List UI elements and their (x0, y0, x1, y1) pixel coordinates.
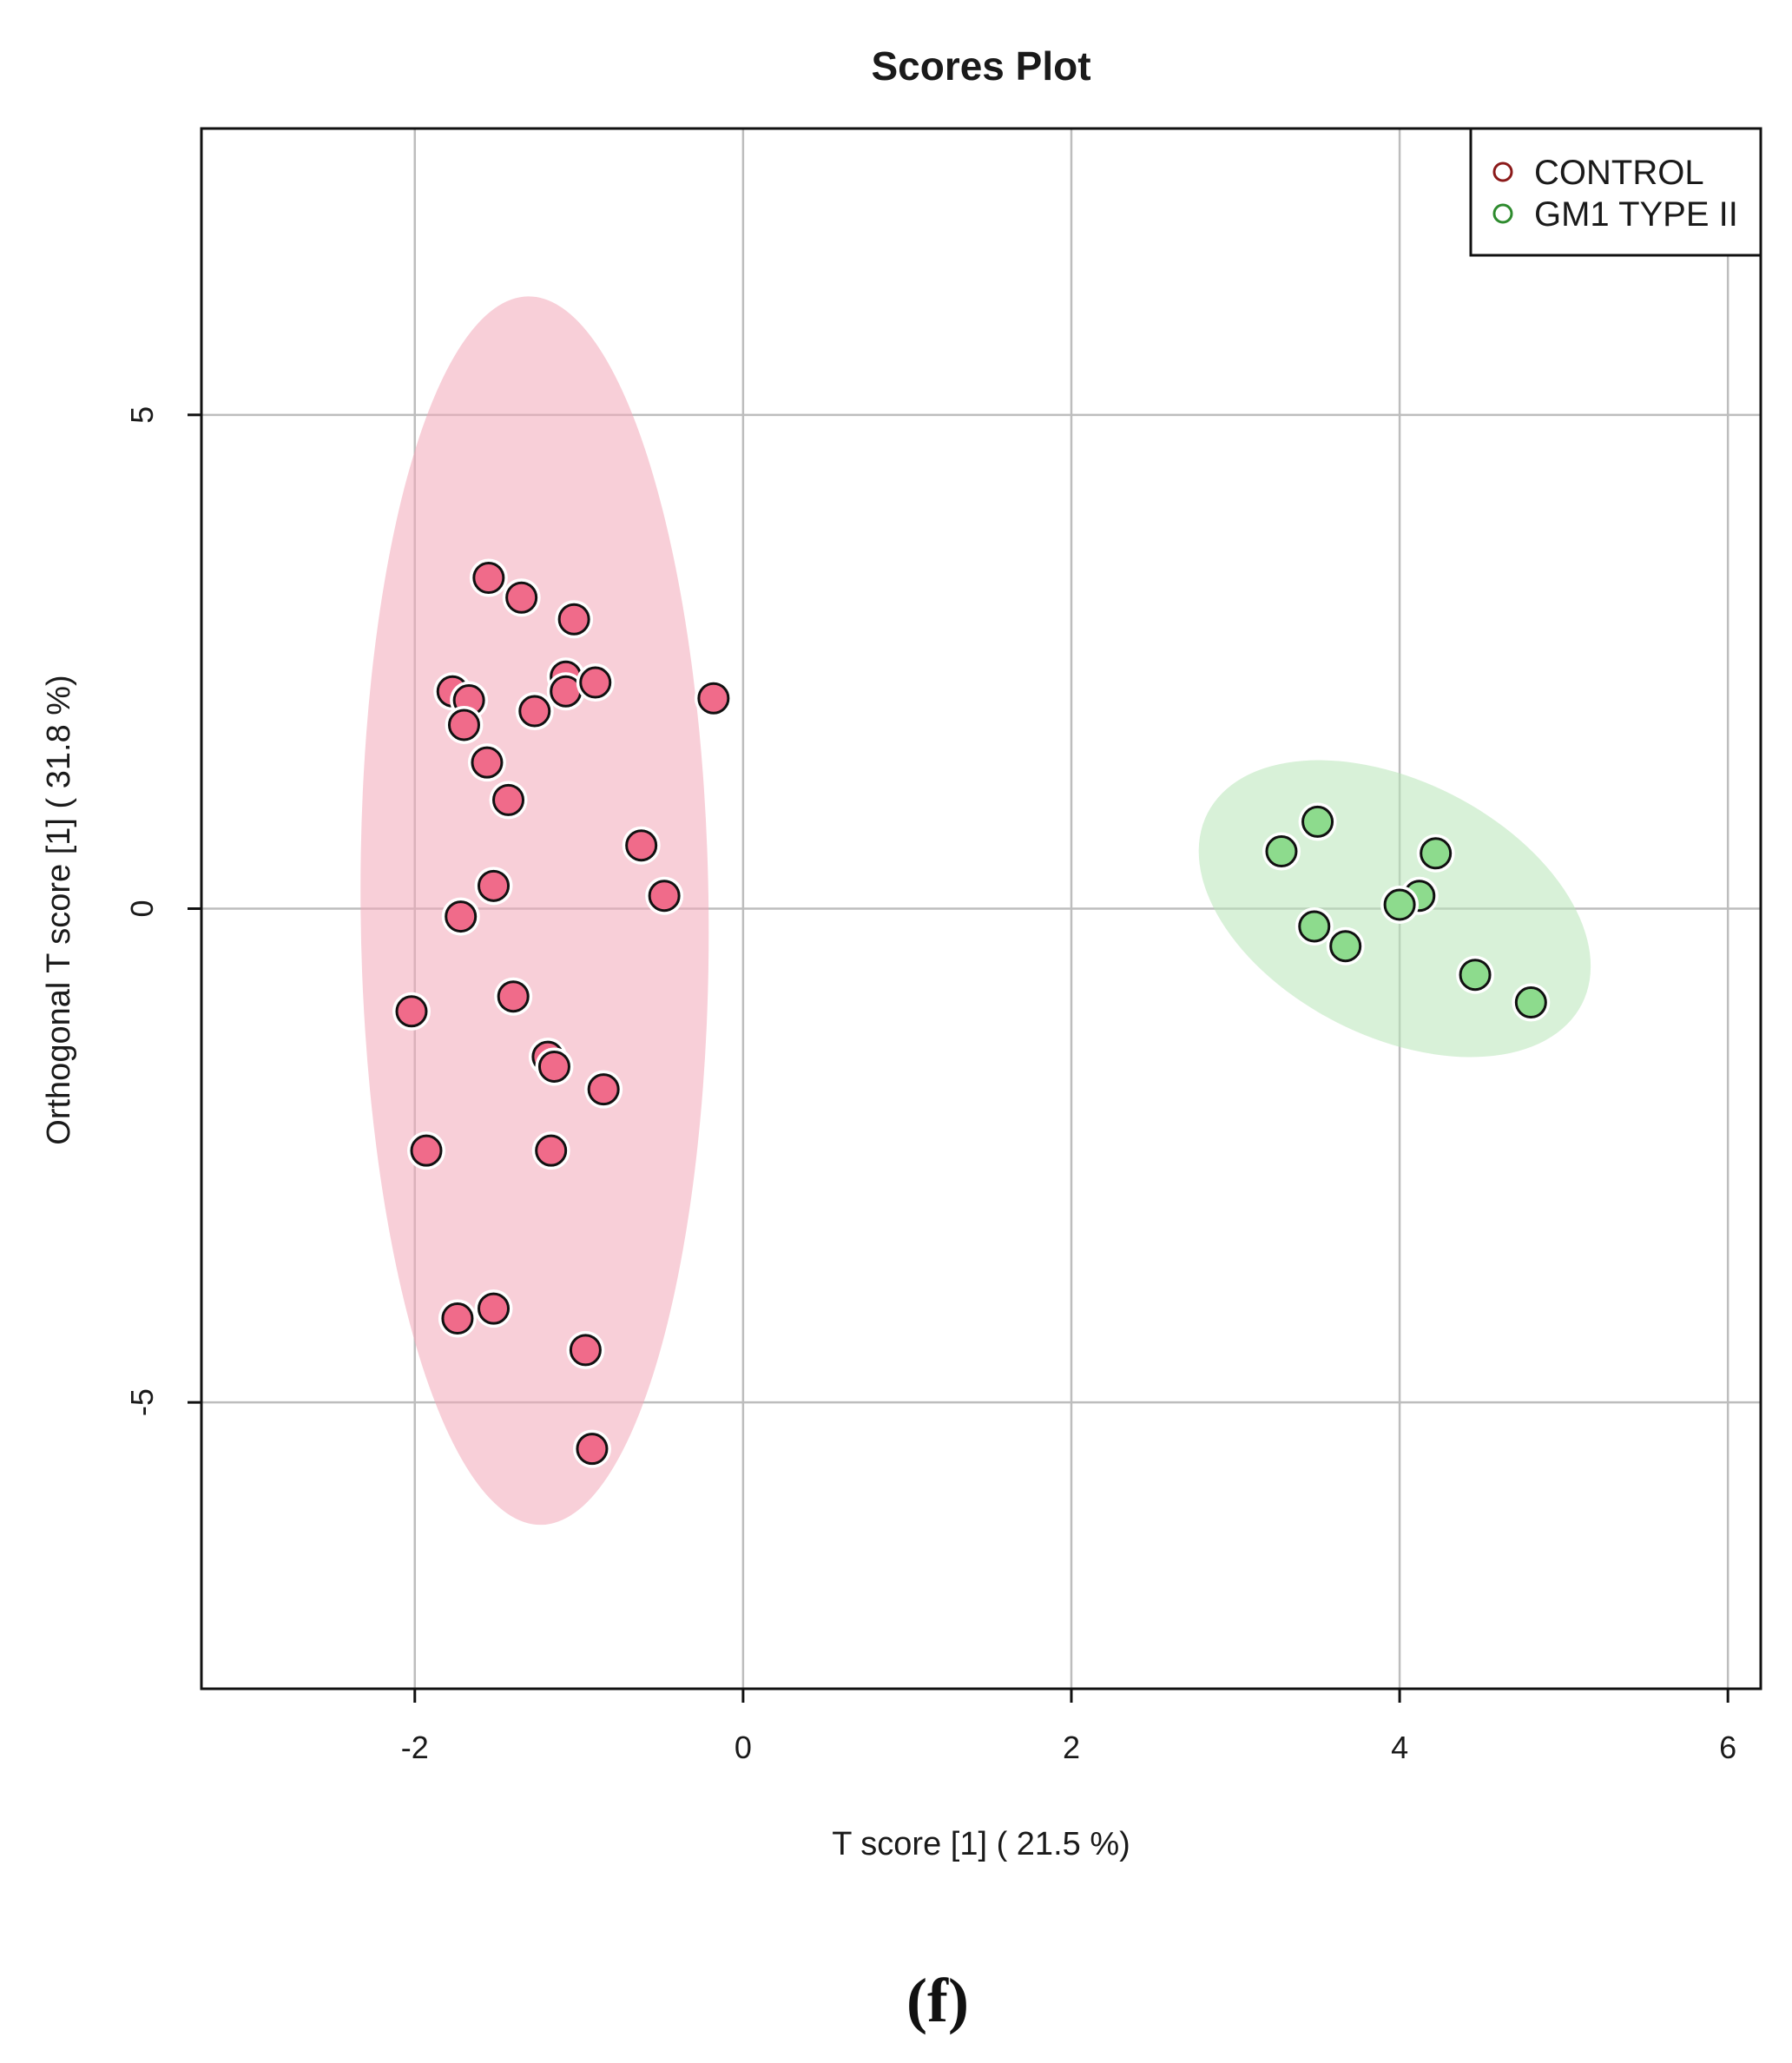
point-marker (625, 829, 658, 862)
legend-label-control: CONTROL (1534, 154, 1704, 192)
point-marker (697, 682, 730, 715)
point-control-21 (584, 1070, 623, 1109)
point-marker (441, 1302, 474, 1335)
y-axis-ticks: -5 0 5 (124, 406, 201, 1416)
point-marker (410, 1134, 443, 1167)
point-gm1-type-ii-2 (1416, 834, 1455, 873)
point-control-1 (502, 578, 541, 617)
point-marker (518, 695, 551, 728)
legend: CONTROL GM1 TYPE II (1469, 127, 1762, 257)
point-control-9 (515, 692, 554, 731)
point-control-22 (407, 1131, 446, 1170)
y-tick-label-0: -5 (124, 1388, 160, 1416)
point-control-10 (694, 679, 733, 718)
legend-box (1469, 127, 1762, 257)
point-marker (537, 1050, 570, 1083)
point-gm1-type-ii-7 (1456, 955, 1495, 994)
x-tick-label-0: -2 (401, 1730, 429, 1765)
point-marker (557, 603, 590, 636)
x-axis-ticks: -2 0 2 4 6 (401, 1689, 1736, 1765)
point-gm1-type-ii-8 (1512, 983, 1551, 1022)
point-marker (1514, 986, 1547, 1019)
point-gm1-type-ii-4 (1380, 885, 1420, 924)
point-marker (579, 666, 612, 699)
point-marker (478, 1292, 511, 1325)
point-control-25 (474, 1289, 513, 1328)
point-control-0 (469, 558, 508, 597)
point-marker (1265, 835, 1298, 868)
y-axis-label: Orthogonal T score [1] ( 31.8 %) (41, 675, 77, 1144)
point-marker (569, 1334, 602, 1367)
point-marker (535, 1134, 568, 1167)
x-axis-label: T score [1] ( 21.5 %) (832, 1826, 1130, 1862)
point-marker (587, 1073, 620, 1106)
point-marker (492, 783, 525, 816)
legend-label-gm1-type-ii: GM1 TYPE II (1534, 195, 1738, 234)
point-control-18 (494, 977, 533, 1016)
chart-title: Scores Plot (871, 43, 1090, 89)
point-marker (648, 880, 681, 913)
point-gm1-type-ii-1 (1298, 802, 1337, 841)
point-control-15 (474, 867, 513, 906)
point-control-24 (438, 1299, 477, 1338)
point-control-12 (489, 781, 528, 820)
point-control-27 (572, 1429, 611, 1468)
point-control-14 (645, 876, 684, 915)
point-marker (1420, 837, 1453, 870)
point-marker (478, 869, 511, 902)
point-marker (395, 995, 428, 1028)
point-control-13 (622, 826, 661, 865)
point-control-8 (576, 663, 615, 702)
point-marker (1383, 888, 1416, 921)
point-marker (1459, 959, 1492, 992)
point-marker (472, 561, 505, 594)
legend-marker-gm1-type-ii (1492, 203, 1513, 224)
data-points (392, 558, 1551, 1468)
point-control-17 (392, 992, 431, 1031)
point-control-26 (566, 1330, 605, 1369)
x-tick-label-4: 6 (1719, 1730, 1736, 1765)
point-marker (471, 746, 504, 779)
point-marker (497, 980, 530, 1013)
point-marker (1301, 805, 1334, 838)
point-control-20 (535, 1047, 574, 1086)
y-tick-label-2: 5 (124, 406, 160, 424)
confidence-ellipses (360, 296, 1591, 1526)
x-tick-label-1: 0 (735, 1730, 752, 1765)
x-tick-label-3: 4 (1391, 1730, 1408, 1765)
point-gm1-type-ii-0 (1262, 832, 1301, 871)
x-tick-label-2: 2 (1063, 1730, 1080, 1765)
point-control-11 (467, 743, 506, 782)
point-marker (576, 1433, 609, 1466)
point-marker (505, 581, 538, 614)
ellipse-control (360, 296, 709, 1526)
point-marker (550, 675, 583, 708)
panel-label: (f) (906, 1966, 969, 2035)
point-control-23 (531, 1131, 570, 1170)
point-gm1-type-ii-6 (1326, 926, 1365, 966)
point-marker (445, 900, 478, 933)
point-gm1-type-ii-5 (1295, 906, 1334, 946)
point-marker (1329, 930, 1362, 963)
point-control-5 (445, 705, 484, 744)
point-control-7 (546, 672, 585, 711)
point-control-16 (441, 897, 480, 936)
point-marker (1298, 910, 1331, 943)
y-tick-label-1: 0 (124, 900, 160, 917)
point-marker (447, 709, 480, 741)
legend-marker-control (1492, 161, 1513, 182)
point-control-2 (555, 600, 594, 639)
